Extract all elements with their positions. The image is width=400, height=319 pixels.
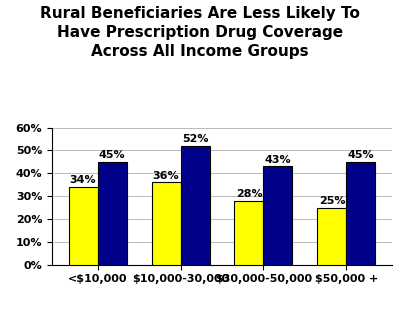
Bar (346, 162, 376, 265)
Text: Rural Beneficiaries Are Less Likely To
Have Prescription Drug Coverage
Across Al: Rural Beneficiaries Are Less Likely To H… (40, 6, 360, 59)
Text: 45%: 45% (348, 150, 374, 160)
Bar (98, 162, 127, 265)
Bar (317, 208, 346, 265)
Text: 52%: 52% (182, 134, 208, 144)
Legend: All, Rural: All, Rural (148, 315, 296, 319)
Text: 34%: 34% (70, 175, 96, 185)
Bar (152, 182, 180, 265)
Text: 36%: 36% (153, 171, 179, 181)
Text: 43%: 43% (265, 155, 291, 165)
Bar (180, 146, 210, 265)
Text: 25%: 25% (319, 196, 345, 206)
Text: 45%: 45% (99, 150, 126, 160)
Bar (264, 167, 292, 265)
Bar (234, 201, 264, 265)
Text: 28%: 28% (236, 189, 262, 199)
Bar (68, 187, 98, 265)
